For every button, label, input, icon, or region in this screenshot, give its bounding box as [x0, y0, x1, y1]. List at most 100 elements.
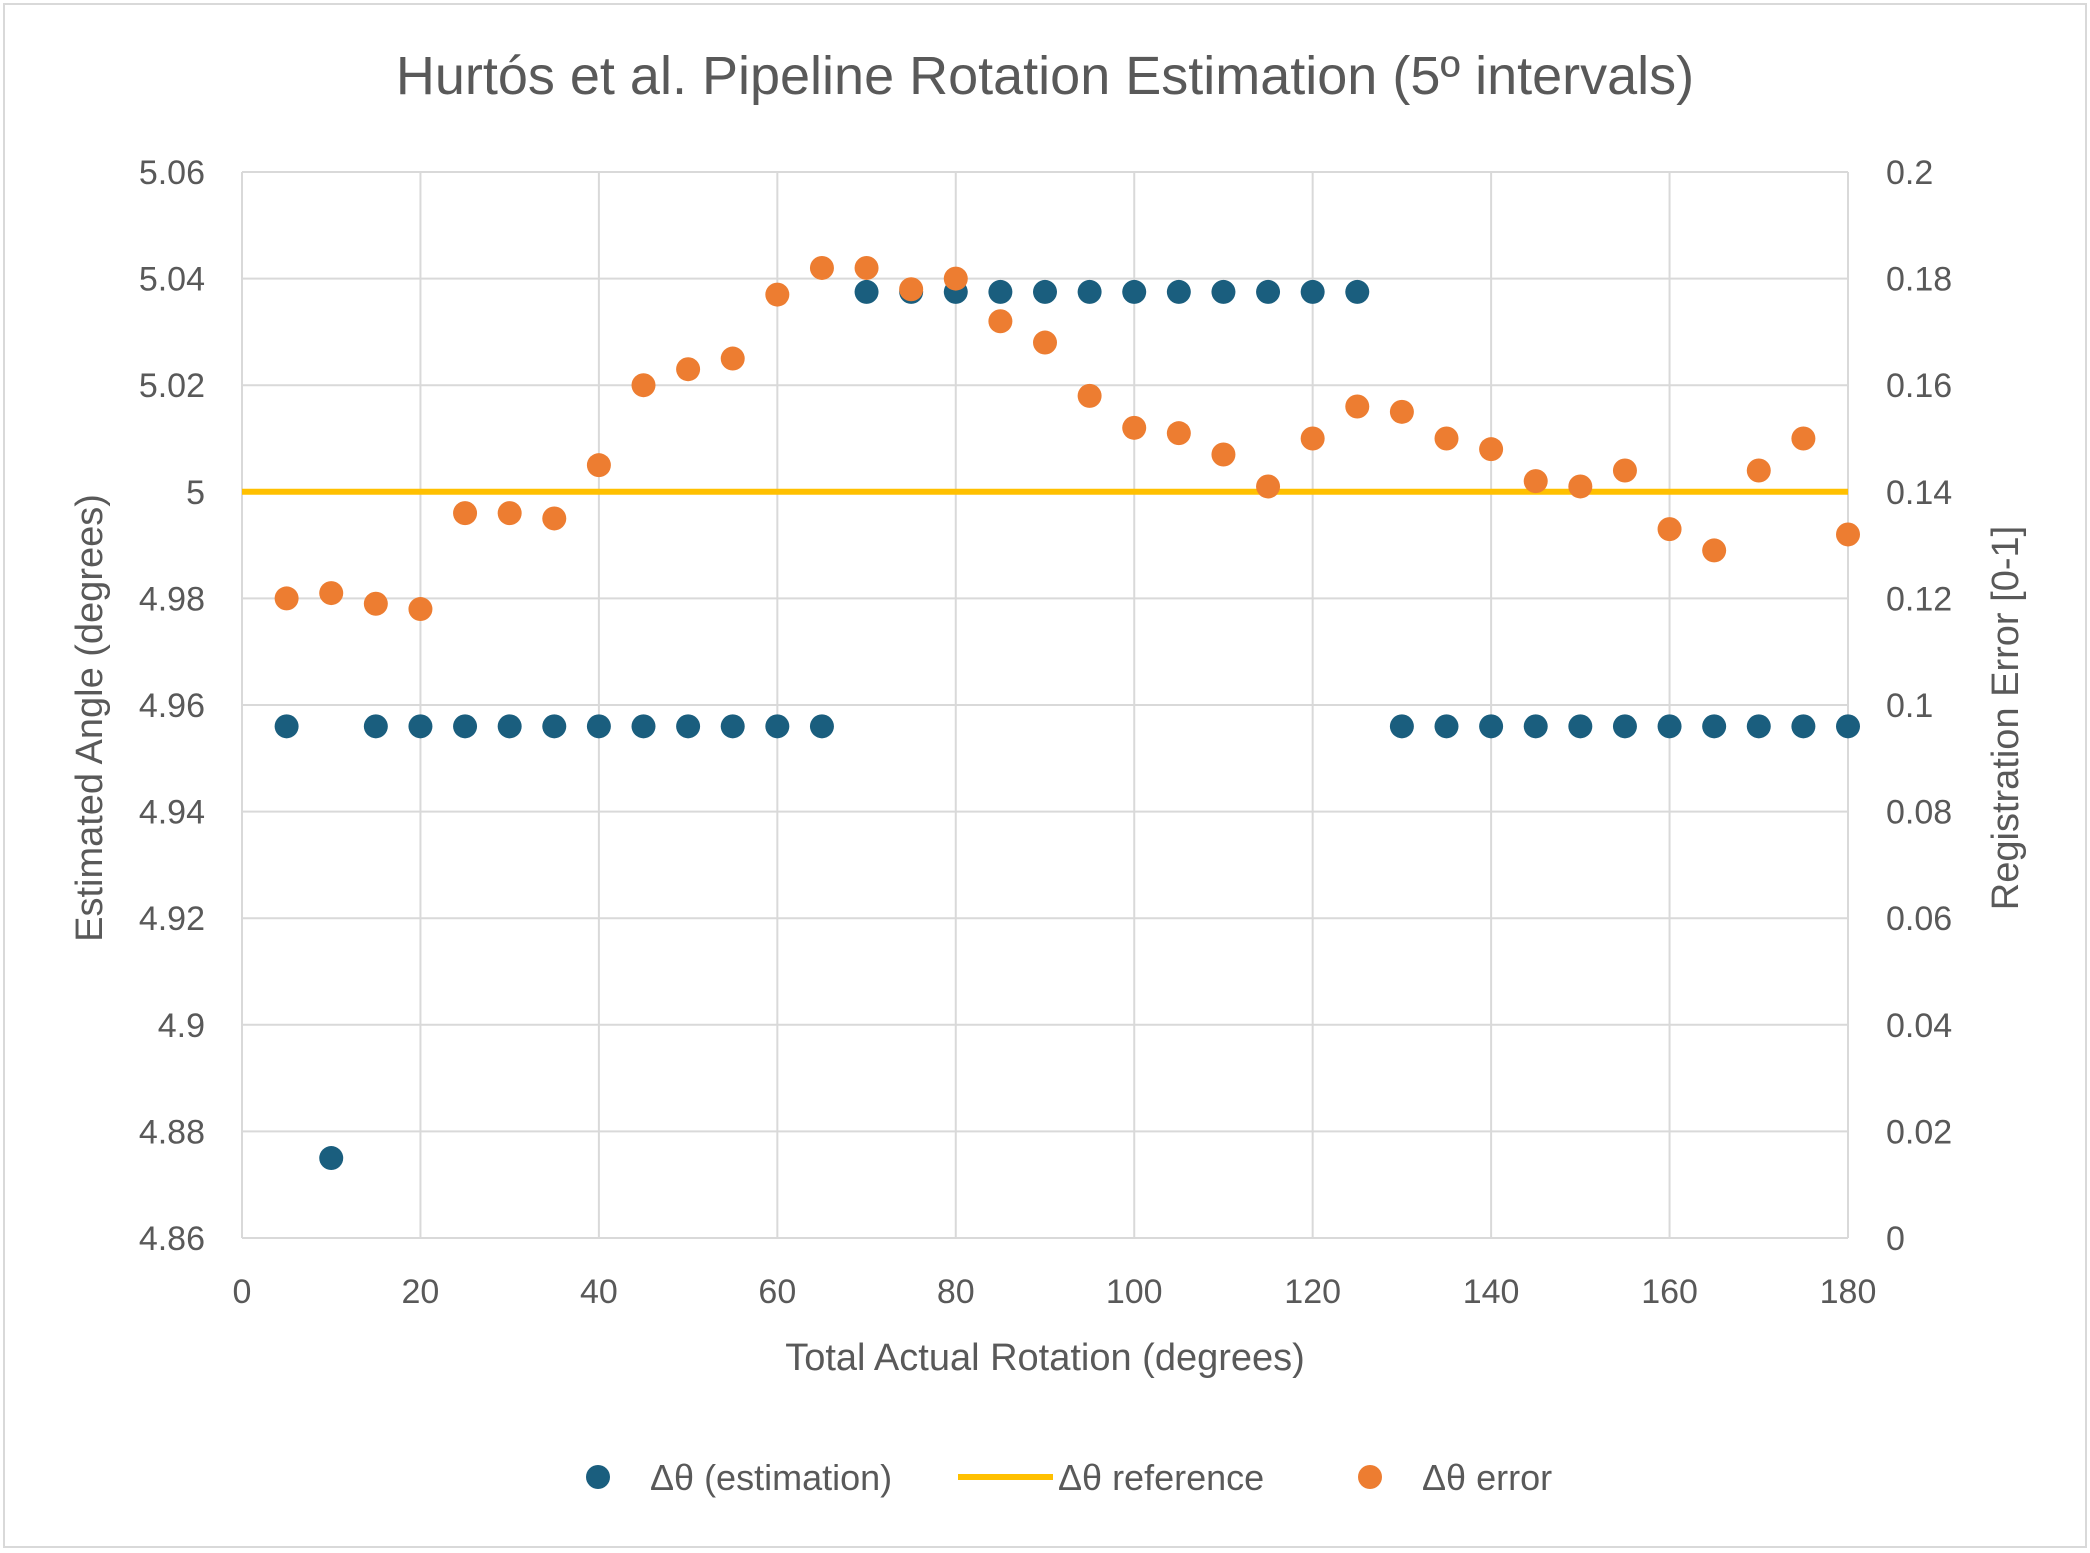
estimation-point: [1568, 714, 1593, 739]
error-point: [586, 453, 611, 478]
estimation-point: [1389, 714, 1414, 739]
y-tick-label: 4.88: [139, 1113, 205, 1151]
x-tick-label: 180: [1820, 1273, 1877, 1311]
estimation-point: [274, 714, 299, 739]
error-point: [1077, 383, 1102, 408]
legend-marker-estimation: [586, 1465, 610, 1489]
x-tick-label: 0: [233, 1273, 252, 1311]
chart-title: Hurtós et al. Pipeline Rotation Estimati…: [396, 46, 1694, 106]
estimation-point: [988, 279, 1013, 304]
error-point: [899, 277, 924, 302]
x-tick-label: 20: [402, 1273, 440, 1311]
y2-tick-label: 0: [1886, 1220, 1905, 1258]
x-tick-label: 140: [1463, 1273, 1520, 1311]
error-point: [1523, 469, 1548, 494]
error-point: [1166, 421, 1191, 446]
y-tick-label: 5.06: [139, 154, 205, 192]
estimation-point: [1702, 714, 1727, 739]
estimation-point: [319, 1146, 344, 1171]
estimation-point: [586, 714, 611, 739]
estimation-point: [720, 714, 745, 739]
error-point: [1479, 437, 1504, 462]
x-axis-ticks: 0 20 40 60 80 100 120 140 160 180: [233, 1273, 1877, 1311]
error-point: [1746, 458, 1771, 483]
error-point: [676, 357, 701, 382]
estimation-point: [631, 714, 656, 739]
error-point: [274, 586, 299, 611]
series-0: [274, 279, 1860, 1171]
error-point: [319, 581, 344, 606]
error-point: [988, 309, 1013, 334]
series-layer: [242, 255, 1860, 1171]
y-tick-label: 5.04: [139, 261, 205, 299]
estimation-point: [1211, 279, 1236, 304]
x-tick-label: 120: [1284, 1273, 1341, 1311]
y2-tick-label: 0.18: [1886, 261, 1952, 299]
error-point: [1033, 330, 1057, 355]
error-point: [1612, 458, 1637, 483]
y-axis-title: Estimated Angle (degrees): [69, 494, 111, 942]
estimation-point: [1122, 279, 1147, 304]
legend-label-reference: Δθ reference: [1058, 1457, 1264, 1498]
estimation-point: [809, 714, 834, 739]
error-point: [542, 506, 567, 531]
y2-tick-label: 0.12: [1886, 580, 1952, 618]
x-tick-label: 80: [937, 1273, 975, 1311]
legend-label-estimation: Δθ (estimation): [650, 1457, 892, 1498]
estimation-point: [1612, 714, 1637, 739]
y2-tick-label: 0.08: [1886, 794, 1952, 832]
estimation-point: [1791, 714, 1816, 739]
error-point: [1791, 426, 1816, 451]
chart-frame: [3, 3, 2087, 1548]
estimation-point: [1256, 279, 1281, 304]
x-tick-label: 40: [580, 1273, 618, 1311]
error-point: [765, 282, 790, 307]
estimation-point: [1523, 714, 1548, 739]
estimation-point: [1657, 714, 1682, 739]
y-tick-label: 5.02: [139, 367, 205, 405]
y2-tick-label: 0.06: [1886, 900, 1952, 938]
legend: Δθ (estimation) Δθ reference Δθ error: [586, 1457, 1552, 1498]
estimation-point: [497, 714, 522, 739]
estimation-point: [542, 714, 567, 739]
error-point: [1345, 394, 1370, 419]
estimation-point: [1077, 279, 1102, 304]
y-tick-label: 5: [186, 474, 205, 512]
y-tick-label: 4.94: [139, 794, 205, 832]
y-tick-label: 4.9: [158, 1007, 205, 1045]
estimation-point: [765, 714, 790, 739]
error-point: [854, 255, 879, 280]
y-tick-label: 4.98: [139, 580, 205, 618]
error-point: [1836, 522, 1860, 547]
error-point: [809, 255, 834, 280]
error-point: [453, 501, 478, 526]
x-tick-label: 160: [1641, 1273, 1698, 1311]
estimation-point: [363, 714, 388, 739]
error-point: [1211, 442, 1236, 467]
error-point: [631, 373, 656, 398]
legend-marker-error: [1358, 1465, 1382, 1489]
y2-axis-title: Registration Error [0-1]: [1985, 526, 2027, 910]
y2-tick-label: 0.2: [1886, 154, 1933, 192]
estimation-point: [1746, 714, 1771, 739]
error-point: [1122, 415, 1147, 440]
estimation-point: [854, 279, 879, 304]
estimation-point: [453, 714, 478, 739]
estimation-point: [1836, 714, 1860, 739]
error-point: [497, 501, 522, 526]
estimation-point: [1345, 279, 1370, 304]
x-axis-title: Total Actual Rotation (degrees): [785, 1337, 1305, 1379]
estimation-point: [1434, 714, 1459, 739]
y-axis-ticks: 4.86 4.88 4.9 4.92 4.94 4.96 4.98 5 5.02 5.04 5.06: [139, 154, 205, 1258]
series-2: [274, 255, 1860, 622]
legend-label-error: Δθ error: [1422, 1457, 1552, 1498]
estimation-point: [1300, 279, 1325, 304]
estimation-point: [408, 714, 433, 739]
estimation-point: [1033, 279, 1057, 304]
error-point: [1300, 426, 1325, 451]
error-point: [408, 597, 433, 622]
y-tick-label: 4.92: [139, 900, 205, 938]
error-point: [943, 266, 968, 291]
y-tick-label: 4.96: [139, 687, 205, 725]
